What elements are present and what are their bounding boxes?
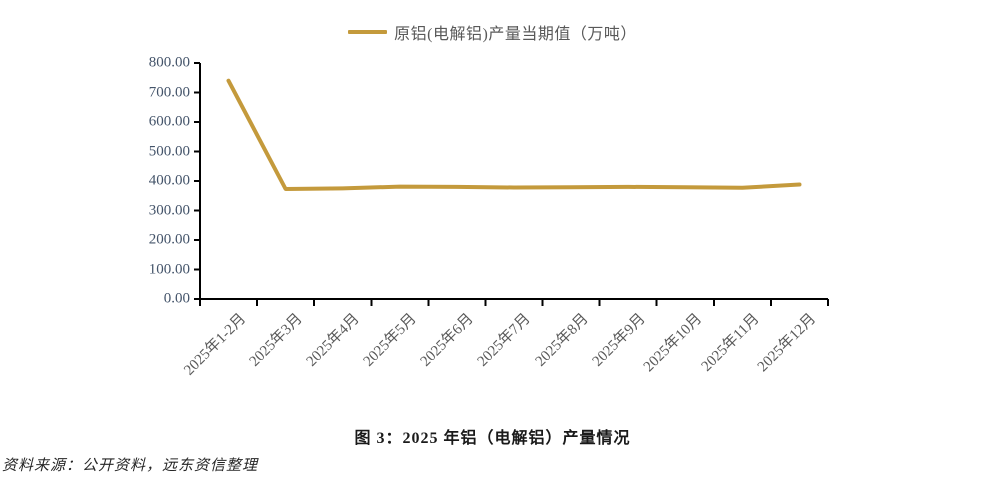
y-tick-label: 300.00 (148, 202, 190, 218)
source-note: 资料来源：公开资料，远东资信整理 (2, 458, 259, 474)
y-tick-label: 700.00 (148, 84, 190, 100)
y-tick-label: 0.00 (163, 290, 190, 307)
y-tick-label: 200.00 (148, 231, 190, 248)
axis-ticks (194, 62, 829, 306)
plot-area: 800.00 700.00 600.00 500.00 400.00 300.00 200.… (149, 55, 829, 379)
series-line (226, 78, 802, 191)
y-tick-label: 600.00 (148, 113, 190, 130)
figure-caption: 图 3：2025 年铝（电解铝）产量情况 (354, 430, 631, 447)
y-tick-label: 800.00 (148, 54, 190, 71)
legend-line-swatch (348, 30, 388, 34)
axes (199, 63, 828, 300)
y-tick-label: 500.00 (148, 143, 190, 159)
legend-label: 原铝(电解铝)产量当期值（万吨） (394, 26, 637, 43)
line-chart-svg (194, 62, 829, 306)
y-tick-label: 100.00 (148, 261, 190, 277)
y-tick-label: 400.00 (148, 172, 190, 189)
chart-legend: 原铝(电解铝)产量当期值（万吨） (0, 20, 985, 44)
